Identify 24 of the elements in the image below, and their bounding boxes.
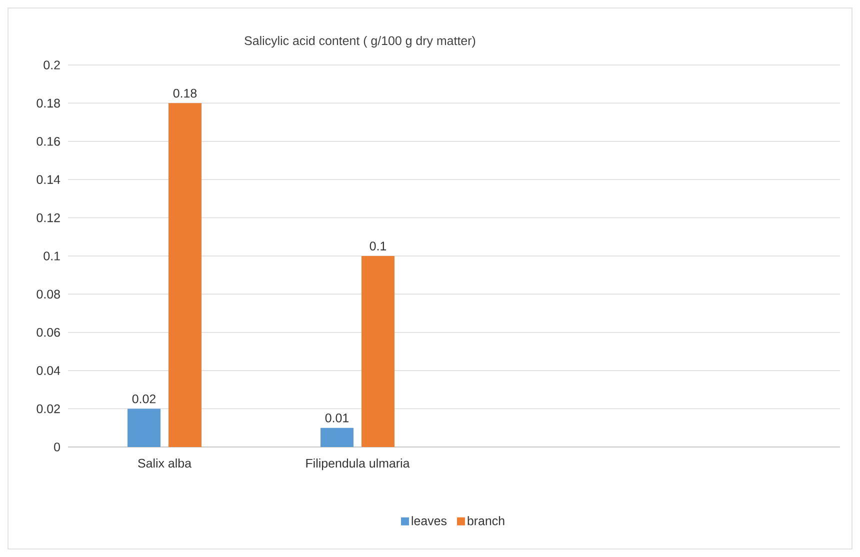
bar [168,103,202,447]
y-tick-label: 0 [54,442,60,452]
y-tick-label: 0.04 [36,366,60,375]
y-tick-label: 0.12 [36,213,60,222]
data-label: 0.02 [132,394,156,404]
x-tick-label: Filipendula ulmaria [306,458,410,470]
legend-label: branch [468,516,504,526]
y-tick-label: 0.06 [36,328,60,337]
y-tick-label: 0.08 [36,290,60,299]
y-tick-label: 0.18 [36,98,60,108]
bar [362,256,395,447]
y-tick-label: 0.16 [36,136,60,146]
chart-title: Salicylic acid content ( g/100 g dry matter) [244,36,476,48]
y-tick-label: 0.1 [44,252,60,260]
bar [320,428,354,447]
data-label: 0.1 [370,242,386,250]
y-tick-label: 0.02 [36,404,60,414]
legend-label: leaves [412,516,447,526]
bar [128,408,161,447]
y-tick-label: 0.2 [44,60,60,70]
data-label: 0.01 [325,414,349,422]
y-tick-label: 0.14 [36,175,60,184]
data-label: 0.18 [173,88,197,98]
x-tick-label: Salix alba [138,458,192,468]
